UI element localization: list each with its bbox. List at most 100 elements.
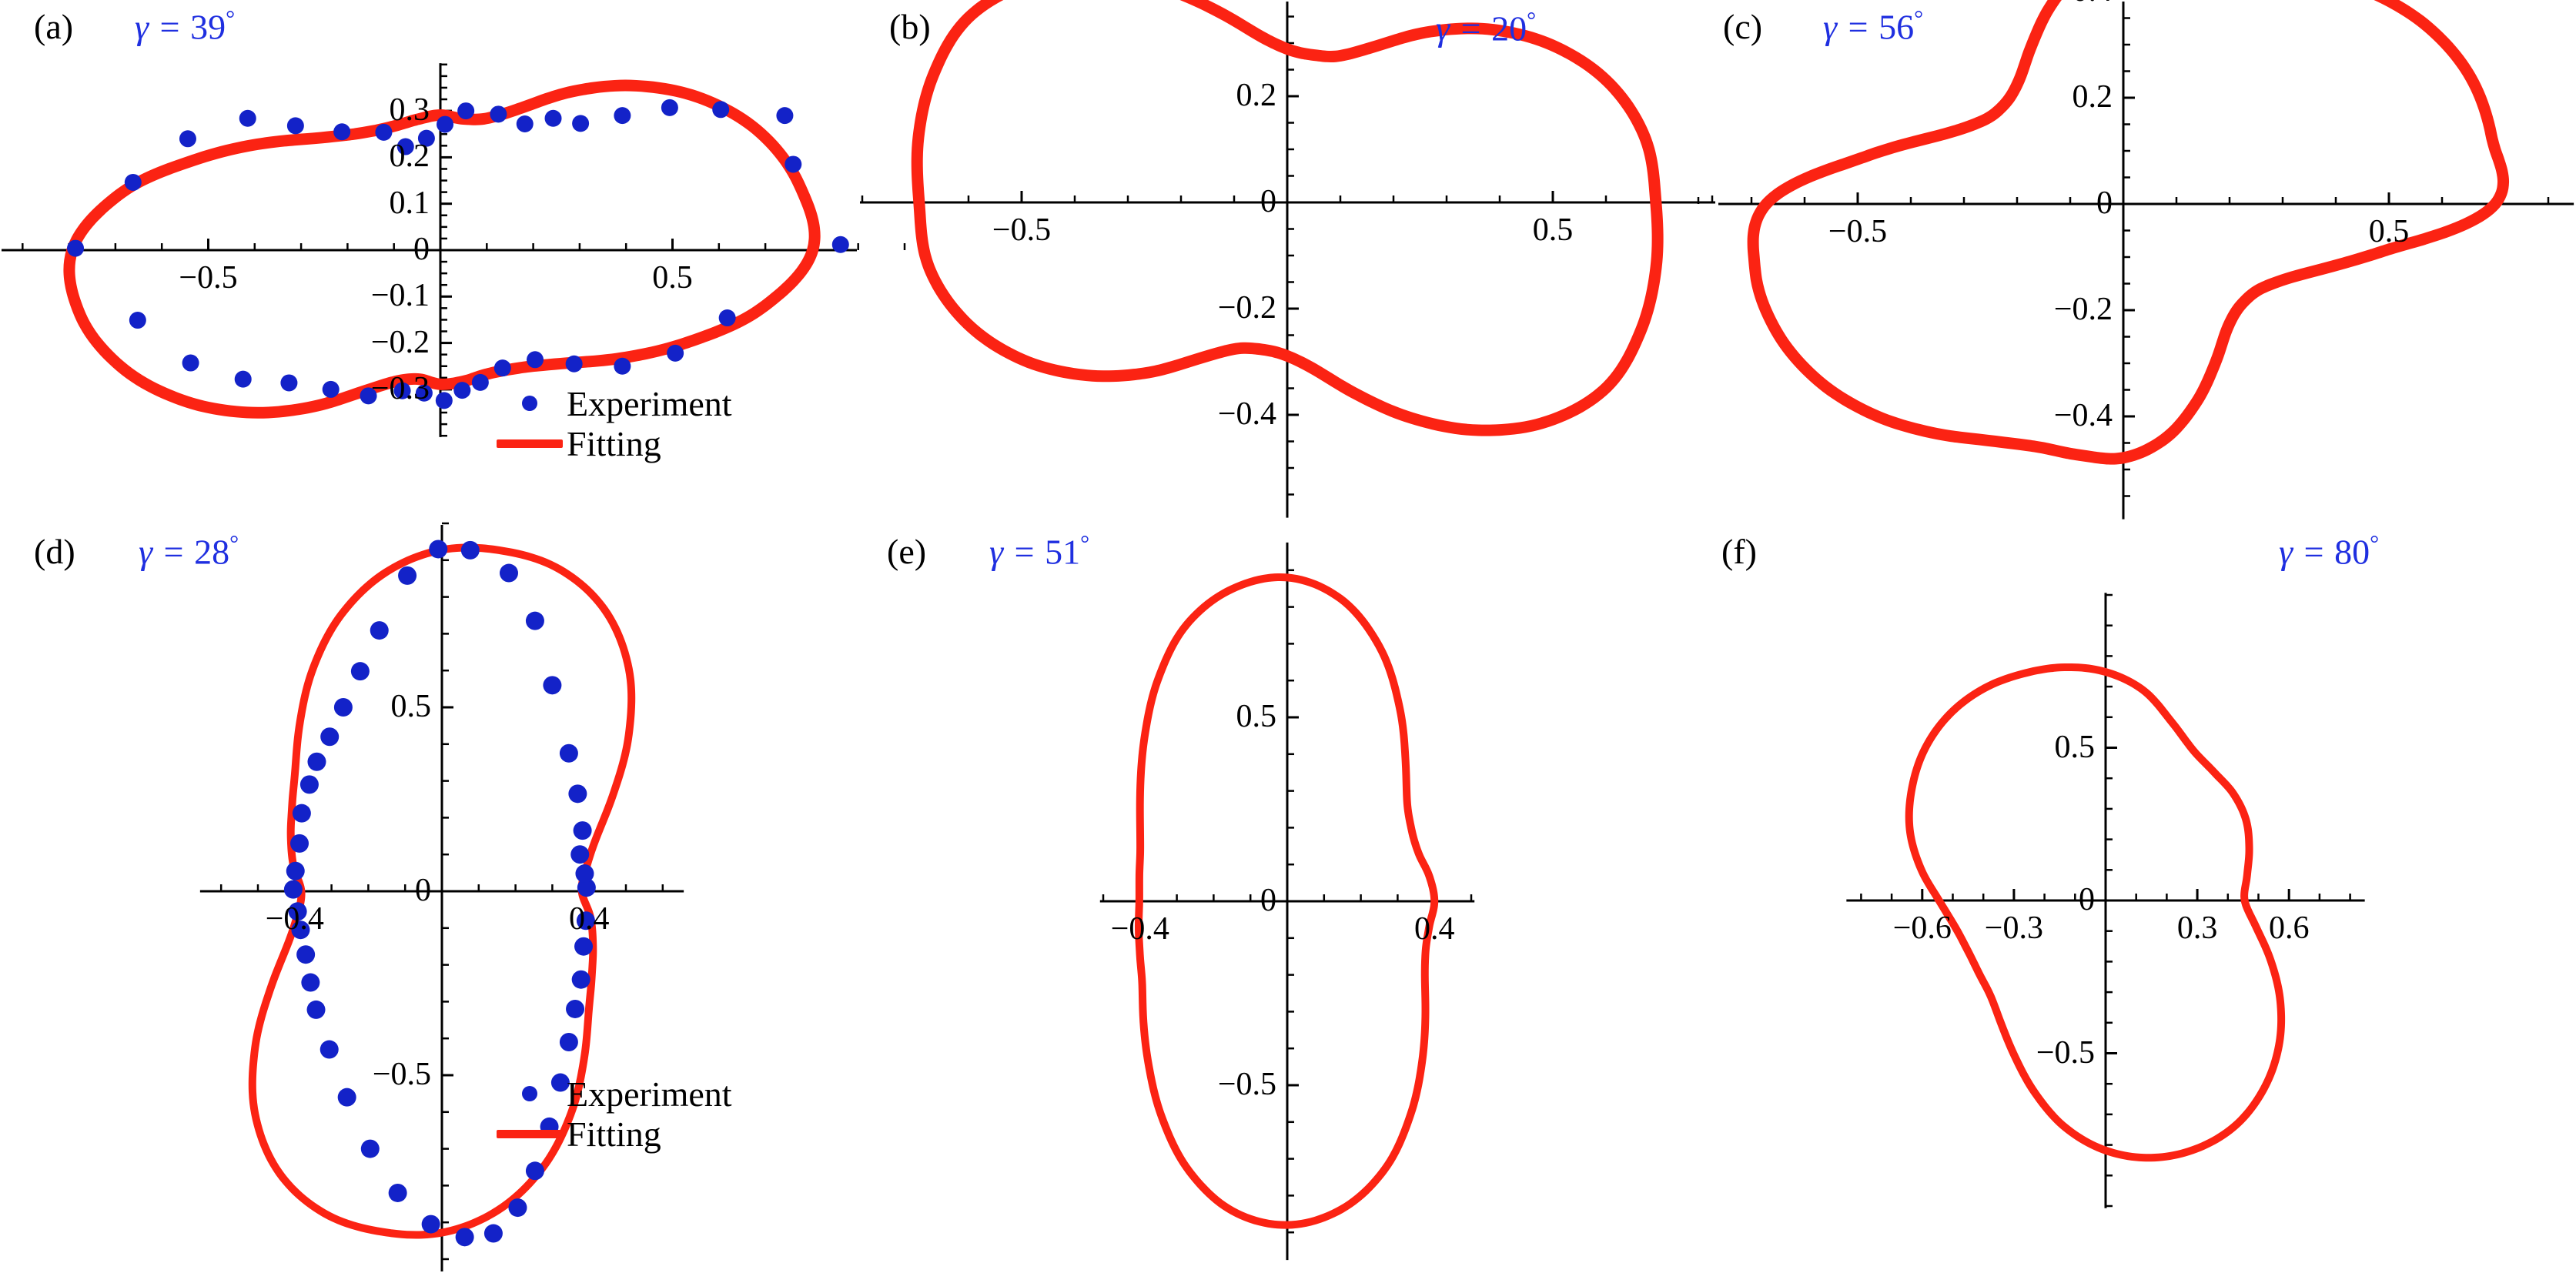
experiment-point <box>490 105 507 123</box>
legend-label-experiment: Experiment <box>567 1074 732 1114</box>
y-tick-label: 0.5 <box>390 689 432 725</box>
panel-d: −0.4 0.4 −0.5 0 0.5 <box>0 522 858 1273</box>
panel-letter-c: (c) <box>1723 7 1763 46</box>
degree-icon: ° <box>1080 531 1090 556</box>
experiment-point <box>543 676 562 695</box>
y-tick-label: −0.2 <box>2053 292 2113 328</box>
experiment-point <box>415 384 433 402</box>
experiment-point <box>566 999 585 1018</box>
plot-canvas-a <box>2 63 906 437</box>
plot-canvas-d <box>199 522 684 1271</box>
gamma-label-d: γ = 28° <box>139 531 239 572</box>
gamma-label-f: γ = 80° <box>2279 531 2379 572</box>
gamma-value: 20 <box>1491 8 1527 48</box>
experiment-point <box>460 540 480 560</box>
plot-canvas-f <box>1846 593 2365 1208</box>
experiment-point <box>322 380 340 398</box>
experiment-point <box>576 911 595 931</box>
experiment-point <box>129 312 146 329</box>
experiment-point <box>455 1228 474 1247</box>
y-tick-label: −0.5 <box>2036 1034 2095 1071</box>
axes-f <box>1846 593 2365 1208</box>
experiment-point <box>614 357 631 375</box>
experiment-point <box>570 845 590 864</box>
gamma-symbol: γ = <box>139 532 195 572</box>
gamma-symbol: γ = <box>1823 7 1879 47</box>
experiment-point <box>333 123 351 141</box>
plot-canvas-c <box>1697 0 2574 520</box>
panel-b: −0.5 0.5 −0.4 −0.2 0 0.2 0.4 <box>858 0 1717 523</box>
experiment-point <box>299 775 319 794</box>
experiment-point <box>320 727 340 747</box>
experiment-point <box>667 344 684 362</box>
experiment-point <box>565 355 583 373</box>
y-tick-label: 0 <box>2079 882 2095 918</box>
panel-f: −0.6 −0.3 0.3 0.6 −0.5 0 0.5 <box>1717 523 2576 1273</box>
gamma-symbol: γ = <box>1436 8 1492 48</box>
panel-letter-a: (a) <box>34 7 74 46</box>
y-tick-label: 0.3 <box>389 92 430 129</box>
x-minor-ticks <box>22 243 906 250</box>
experiment-point <box>457 102 475 120</box>
dot-glyph <box>522 1086 537 1101</box>
red-line-marker-icon <box>493 1129 567 1138</box>
experiment-point <box>776 107 794 125</box>
experiment-point <box>712 101 730 119</box>
panel-letter-b: (b) <box>889 7 931 46</box>
experiment-point <box>179 130 196 148</box>
y-tick-label: 0 <box>2096 185 2113 222</box>
axes-e <box>1099 542 1475 1261</box>
experiment-point <box>283 880 303 899</box>
y-tick-label: 0 <box>413 232 430 268</box>
line-glyph <box>497 439 563 448</box>
x-tick-label: −0.5 <box>992 212 1052 248</box>
legend-label-fitting: Fitting <box>567 423 661 463</box>
x-tick-label: 0.4 <box>568 901 610 937</box>
experiment-point <box>577 878 596 897</box>
x-tick-label: −0.3 <box>1984 910 2043 946</box>
panel-letter-e: (e) <box>887 532 927 571</box>
fitting-curve-c <box>1747 0 2510 465</box>
experiment-point <box>483 1224 503 1243</box>
experiment-point <box>661 99 678 116</box>
y-tick-label: 0.2 <box>2072 79 2113 115</box>
panel-letter-f: (f) <box>1721 532 1757 571</box>
y-tick-label: −0.2 <box>370 324 430 360</box>
major-ticks <box>1921 747 2290 1054</box>
experiment-point <box>527 351 544 369</box>
experiment-points-d <box>283 540 596 1247</box>
x-tick-label: 0.6 <box>2268 910 2310 946</box>
experiment-point <box>306 1000 326 1019</box>
plot-canvas-e <box>1099 542 1475 1261</box>
x-tick-label: 0.5 <box>1532 212 1574 248</box>
experiment-point <box>291 921 310 940</box>
y-tick-label: −0.5 <box>1217 1067 1276 1103</box>
legend-row-experiment: Experiment <box>493 1074 732 1114</box>
experiment-point <box>785 155 802 173</box>
experiment-point <box>301 973 320 992</box>
experiment-point <box>572 115 590 132</box>
experiment-point <box>280 374 298 392</box>
experiment-point <box>124 173 142 191</box>
y-tick-label: 0 <box>1260 184 1276 220</box>
experiment-point <box>499 563 518 583</box>
legend-label-experiment: Experiment <box>567 383 732 423</box>
experiment-point <box>831 236 849 253</box>
experiment-point <box>508 1198 527 1218</box>
fitting-curve-f <box>1905 663 2286 1162</box>
panel-a: −0.5 0.5 −0.3 −0.2 −0.1 0 0.1 0.2 0.3 <box>0 0 906 523</box>
y-tick-label: −0.4 <box>2053 398 2113 434</box>
y-tick-label: 0.4 <box>2073 0 2113 9</box>
gamma-label-e: γ = 51° <box>989 531 1089 572</box>
experiment-point <box>614 107 631 125</box>
experiment-point <box>388 1183 407 1202</box>
legend-row-fitting: Fitting <box>493 423 732 463</box>
degree-icon: ° <box>1914 6 1924 32</box>
y-tick-label: −0.2 <box>1217 290 1276 326</box>
gamma-symbol: γ = <box>2279 532 2335 572</box>
gamma-symbol: γ = <box>989 532 1045 572</box>
y-tick-label: 0.5 <box>2054 729 2096 765</box>
gamma-symbol: γ = <box>135 7 191 47</box>
experiment-point <box>559 743 578 763</box>
legend-label-fitting: Fitting <box>567 1114 661 1154</box>
